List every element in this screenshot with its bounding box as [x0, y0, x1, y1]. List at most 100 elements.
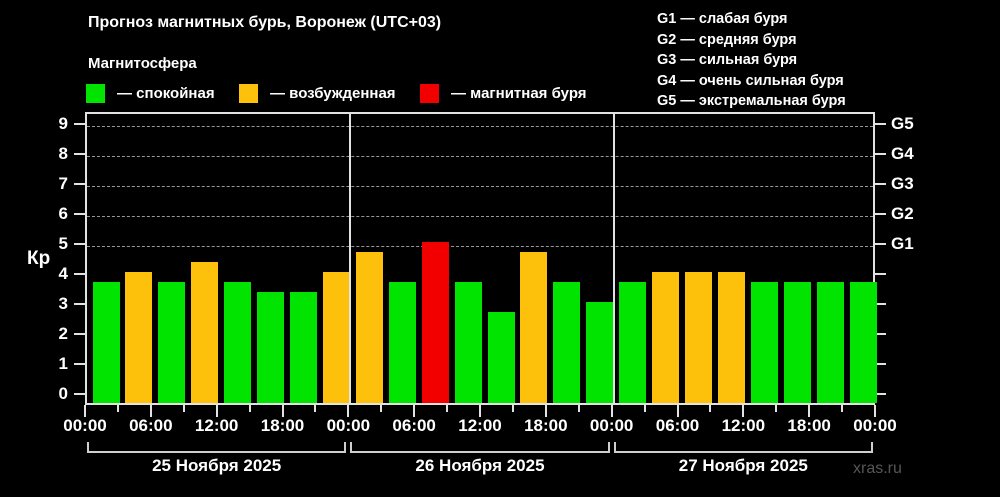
time-tick-label: 18:00: [524, 416, 568, 435]
magnetosphere-label: Магнитосфера: [88, 55, 197, 72]
storm-swatch-icon: [420, 84, 439, 103]
right-axis-tick: [875, 332, 886, 335]
gridline-kp9: [87, 125, 873, 127]
y-axis-tick: [74, 242, 85, 245]
y-tick-label: 1: [58, 353, 68, 373]
y-tick-label: 9: [58, 113, 68, 133]
right-axis-tick: [875, 392, 886, 395]
time-tick-label: 00:00: [853, 416, 897, 435]
kp-bar-day1-slot6: [257, 292, 285, 403]
y-tick-label: 4: [58, 263, 68, 283]
quiet-swatch-icon: [86, 84, 105, 103]
x-tick-major: [215, 405, 218, 417]
x-tick-major: [544, 405, 547, 417]
kp-bar-day1-slot8: [322, 271, 350, 403]
y-axis-tick: [74, 362, 85, 365]
gridline-kp8: [87, 155, 873, 157]
kp-bar-day3-slot6: [783, 281, 811, 403]
kp-bar-day3-slot2: [652, 271, 680, 403]
x-tick-minor: [116, 405, 119, 412]
x-tick-major: [347, 405, 350, 417]
g-tick-label-g4: G4: [891, 143, 914, 163]
g-tick-label-g3: G3: [891, 173, 914, 193]
g-legend-line-g3: G3 — сильная буря: [657, 52, 798, 69]
y-tick-label: 6: [58, 203, 68, 223]
date-label: 26 Ноября 2025: [415, 456, 545, 475]
kp-bar-day2-slot5: [487, 311, 515, 403]
x-tick-major: [808, 405, 811, 417]
x-tick-minor: [775, 405, 778, 412]
time-tick-label: 00:00: [326, 416, 371, 435]
date-label: 27 Ноября 2025: [678, 456, 808, 475]
g-scale-legend: G1 — слабая буря G2 — средняя буря G3 — си…: [657, 9, 846, 112]
page-title: Прогноз магнитных бурь, Воронеж (UTC+03): [88, 14, 442, 31]
x-tick-major: [676, 405, 679, 417]
y-tick-label: 7: [58, 173, 68, 193]
kp-bar-day1-slot1: [92, 281, 120, 403]
x-tick-major: [742, 405, 745, 417]
x-tick-major: [281, 405, 284, 417]
kp-bar-day3-slot3: [685, 271, 712, 403]
kp-bar-day2-slot1: [355, 251, 383, 403]
gridline-kp7: [87, 185, 873, 187]
y-tick-label: 0: [58, 383, 68, 403]
kp-bar-day1-slot2: [125, 271, 153, 403]
kp-bar-day3-slot5: [750, 281, 778, 403]
day-bracket: [350, 442, 610, 453]
kp-bar-day2-slot2: [388, 281, 416, 403]
y-axis-tick: [74, 392, 85, 395]
time-tick-label: 18:00: [787, 416, 831, 435]
time-tick-label: 18:00: [260, 416, 305, 435]
time-tick-label: 12:00: [194, 416, 239, 435]
g-tick-label-g1: G1: [891, 233, 914, 253]
g-legend-line-g4: G4 — очень сильная буря: [657, 72, 844, 89]
watermark: xras.ru: [853, 460, 902, 477]
time-tick-label: 00:00: [589, 416, 634, 435]
excited-swatch-icon: [239, 84, 258, 103]
day-separator: [349, 114, 352, 403]
g-tick-label-g2: G2: [891, 203, 914, 223]
legend-label-storm: — магнитная буря: [451, 85, 587, 102]
x-tick-minor: [248, 405, 251, 412]
y-axis-tick: [74, 212, 85, 215]
x-tick-minor: [643, 405, 646, 412]
y-axis-tick: [74, 332, 85, 335]
x-tick-minor: [511, 405, 514, 412]
gridline-kp5: [87, 245, 873, 247]
time-tick-label: 00:00: [63, 416, 107, 435]
x-tick-major: [610, 405, 613, 417]
legend-label-excited: — возбужденная: [270, 85, 396, 102]
time-tick-label: 12:00: [721, 416, 766, 435]
kp-bar-day1-slot5: [224, 281, 252, 403]
y-tick-label: 8: [58, 143, 68, 163]
y-tick-label: 3: [58, 293, 68, 313]
right-axis-tick: [875, 242, 886, 245]
x-tick-minor: [841, 405, 844, 412]
kp-bar-day2-slot6: [520, 251, 548, 403]
x-tick-minor: [446, 405, 449, 412]
legend-label-quiet: — спокойная: [117, 85, 215, 102]
x-tick-minor: [577, 405, 580, 412]
right-axis-tick: [875, 182, 886, 185]
kp-bar-day1-slot4: [191, 262, 219, 403]
x-tick-minor: [709, 405, 712, 412]
kp-bar-day3-slot7: [816, 281, 844, 403]
x-tick-major: [84, 405, 86, 417]
date-label: 25 Ноября 2025: [152, 456, 282, 475]
time-tick-label: 06:00: [655, 416, 700, 435]
y-axis-tick: [74, 272, 85, 275]
kp-bar-day1-slot7: [290, 292, 317, 403]
right-axis-tick: [875, 272, 886, 275]
right-axis-tick: [875, 212, 886, 215]
x-tick-major: [479, 405, 481, 417]
day-bracket: [87, 442, 347, 453]
day-bracket: [613, 442, 873, 453]
kp-bar-day1-slot3: [158, 281, 186, 403]
y-axis-tick: [74, 182, 85, 185]
plot-area: [85, 112, 877, 405]
kp-bar-day2-slot3: [421, 241, 449, 403]
right-axis-tick: [875, 362, 886, 365]
time-tick-label: 06:00: [392, 416, 436, 435]
kp-bar-day3-slot4: [717, 271, 745, 403]
